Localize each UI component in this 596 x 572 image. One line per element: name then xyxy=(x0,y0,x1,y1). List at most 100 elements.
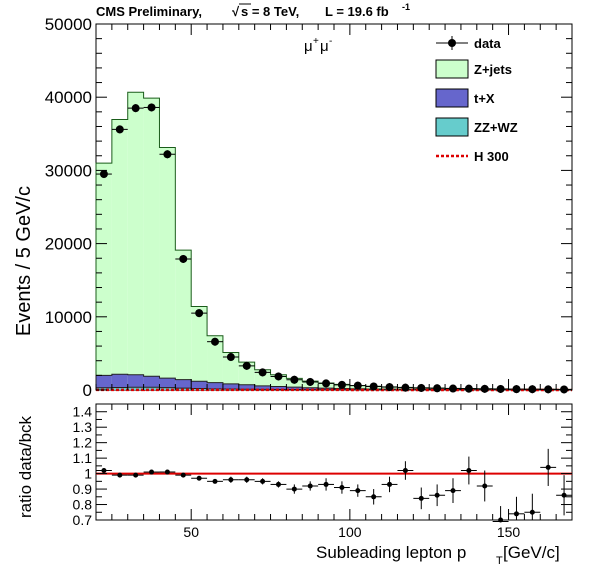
main-y-tick-label: 50000 xyxy=(45,15,92,34)
channel-label: μ + μ - xyxy=(304,36,332,55)
ratio-y-tick-label: 1.3 xyxy=(73,419,93,435)
ratio-point xyxy=(397,461,414,480)
ratio-point-marker xyxy=(513,511,519,517)
data-point-marker xyxy=(528,385,537,394)
data-point xyxy=(191,309,208,318)
ratio-point-marker xyxy=(323,481,329,487)
stack-bar-tx-10 xyxy=(254,385,271,390)
ratio-point xyxy=(159,469,176,475)
data-point-marker xyxy=(115,125,124,134)
svg-text:data: data xyxy=(474,36,502,51)
ratio-point xyxy=(270,481,287,488)
data-point-marker xyxy=(417,383,426,392)
svg-text:-: - xyxy=(329,36,332,47)
stack-bar-tx-5 xyxy=(175,379,192,390)
data-point-marker xyxy=(274,372,283,381)
data-point-marker xyxy=(226,353,235,362)
ratio-point xyxy=(334,481,350,494)
ratio-point-marker xyxy=(434,492,440,498)
ratio-point-marker xyxy=(498,517,504,523)
stack-bar-zjets-7 xyxy=(207,335,223,390)
ratio-y-tick-label: 0.8 xyxy=(73,497,93,513)
ratio-point xyxy=(460,456,477,485)
data-point xyxy=(318,379,334,388)
ratio-point-marker xyxy=(450,488,456,494)
ratio-point xyxy=(476,470,493,502)
stack-bar-zjets-5 xyxy=(175,250,192,390)
ratio-point-marker xyxy=(164,469,170,475)
experiment-label: CMS Preliminary, xyxy=(96,4,202,19)
data-point xyxy=(143,103,160,112)
data-point xyxy=(540,385,557,394)
main-y-tick-label: 0 xyxy=(83,381,92,400)
legend-entry-zzwz: ZZ+WZ xyxy=(435,117,518,137)
data-point-marker xyxy=(163,150,172,159)
ratio-point-marker xyxy=(529,509,535,515)
ratio-point xyxy=(413,487,430,510)
svg-text:ZZ+WZ: ZZ+WZ xyxy=(474,120,518,135)
data-point-marker xyxy=(322,379,331,388)
data-point-marker xyxy=(401,383,410,392)
ratio-point xyxy=(381,476,398,493)
stacked-histogram xyxy=(95,91,573,391)
ratio-point-marker xyxy=(307,483,313,489)
ratio-point-marker xyxy=(212,478,218,484)
ratio-point xyxy=(318,478,334,491)
data-point-marker xyxy=(290,375,299,384)
stack-bar-zzwz-2 xyxy=(127,387,144,390)
svg-text:Subleading lepton p: Subleading lepton p xyxy=(316,543,466,562)
data-point xyxy=(302,377,319,386)
stack-bar-tx-8 xyxy=(222,383,239,390)
data-point-marker xyxy=(433,384,442,393)
ratio-point-marker xyxy=(196,475,202,481)
data-point xyxy=(334,380,350,389)
ratio-point xyxy=(207,478,223,484)
ratio-y-tick-label: 0.9 xyxy=(73,481,93,497)
ratio-point xyxy=(222,476,239,483)
lumi-label: L = 19.6 fb xyxy=(325,4,389,19)
data-point xyxy=(270,372,287,381)
data-point-marker xyxy=(337,380,346,389)
stack-bar-zjets-0 xyxy=(96,163,112,390)
ratio-point xyxy=(127,472,144,478)
main-y-tick-label: 10000 xyxy=(45,308,92,327)
ratio-point-marker xyxy=(387,481,393,487)
stack-bar-zjets-6 xyxy=(191,306,208,390)
data-point-marker xyxy=(99,170,108,179)
ratio-point xyxy=(524,493,541,520)
stack-bar-zzwz-7 xyxy=(207,388,223,390)
ratio-y-tick-label: 1.1 xyxy=(73,450,93,466)
data-point xyxy=(96,170,112,179)
main-y-axis-title: Events / 5 GeV/c xyxy=(13,186,35,336)
main-axes: 0 10000 20000 30000 40000 50000 xyxy=(45,15,573,400)
data-point xyxy=(429,384,446,393)
ratio-point-marker xyxy=(117,472,123,478)
data-point-marker xyxy=(242,361,251,370)
data-point-marker xyxy=(512,385,521,394)
data-point xyxy=(397,383,414,392)
stack-bar-tx-13 xyxy=(302,387,319,390)
legend-entry-data: data xyxy=(436,36,502,51)
data-point-marker xyxy=(353,381,362,390)
ratio-y-tick-label: 0.7 xyxy=(73,512,93,528)
data-point xyxy=(365,382,382,391)
data-point xyxy=(286,375,303,384)
ratio-x-tick-label: 150 xyxy=(497,524,521,540)
stack-bar-zjets-10 xyxy=(254,369,271,390)
svg-text:H 300: H 300 xyxy=(474,149,509,164)
svg-text:Z+jets: Z+jets xyxy=(474,62,512,77)
svg-text:μ: μ xyxy=(320,38,329,55)
ratio-point xyxy=(556,475,572,516)
data-point-marker xyxy=(560,385,569,394)
data-point xyxy=(254,368,271,377)
data-point-marker xyxy=(385,383,394,392)
stack-bar-tx-0 xyxy=(96,375,112,390)
ratio-point-marker xyxy=(561,492,567,498)
data-point xyxy=(492,384,509,393)
svg-text:+: + xyxy=(313,36,319,47)
svg-text:μ: μ xyxy=(304,38,313,55)
legend-entry-h300: H 300 xyxy=(436,149,509,164)
legend-entry-tx: t+X xyxy=(435,88,495,108)
ratio-point-marker xyxy=(275,481,281,487)
data-point xyxy=(207,337,223,346)
